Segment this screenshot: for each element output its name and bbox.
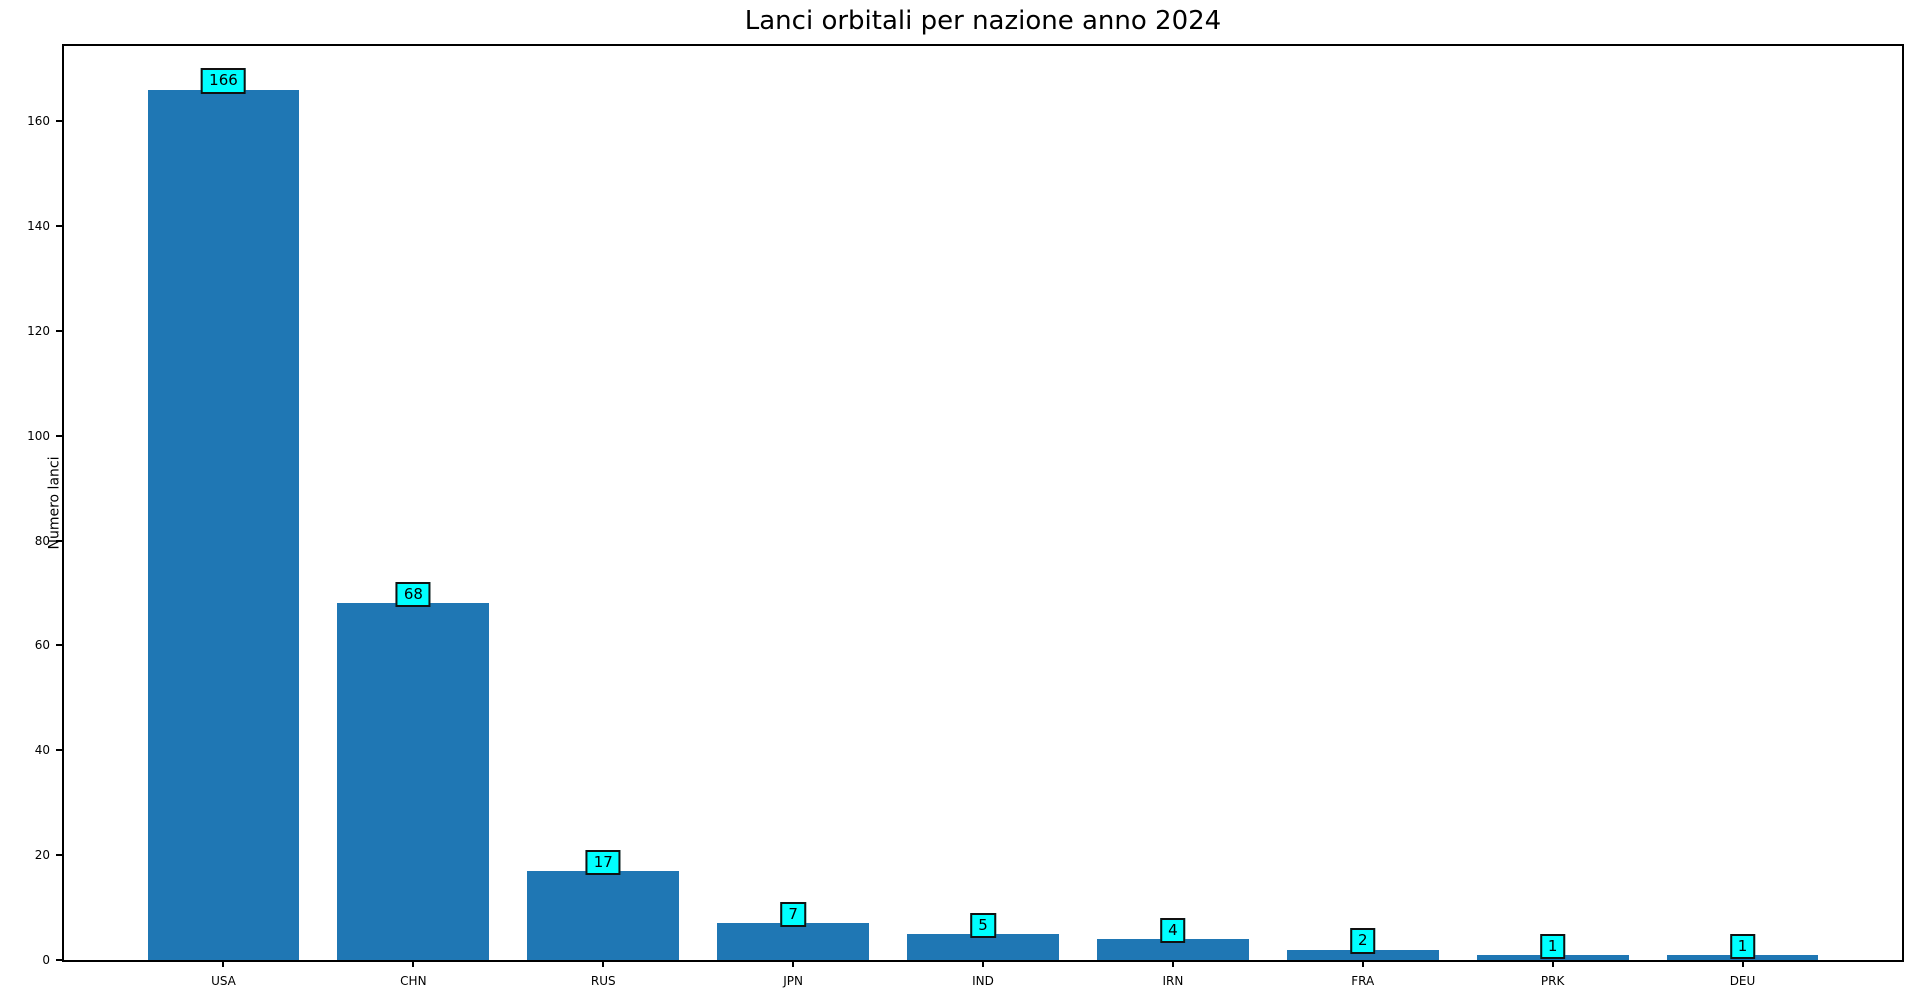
x-tick-mark [412,961,415,967]
bar-rus [527,870,680,960]
x-tick-mark [792,961,795,967]
x-tick-mark [1741,961,1744,967]
y-tick-mark [56,120,63,122]
y-tick-label: 140 [27,218,50,233]
y-tick-mark [56,749,63,752]
y-tick-mark [56,644,63,647]
y-tick-label: 0 [42,953,50,967]
bar-ind [907,933,1059,960]
bar-value-label-rus: 17 [585,849,621,875]
x-tick-mark [1551,961,1554,967]
bar-value-label-deu: 1 [1729,933,1756,959]
y-tick-mark [56,329,63,332]
y-tick-mark [56,224,63,227]
x-tick-label-irn: IRN [1162,974,1184,988]
y-tick-label: 160 [27,114,50,128]
y-tick-label: 80 [34,533,50,548]
bar-value-label-irn: 4 [1160,917,1186,944]
x-tick-label-jpn: JPN [783,974,803,988]
x-tick-label-chn: CHN [400,974,427,988]
bar-value-label-prk: 1 [1539,933,1566,959]
x-tick-label-rus: RUS [590,974,616,988]
x-tick-label-fra: FRA [1351,974,1375,988]
bar-irn [1096,939,1249,960]
x-tick-label-ind: IND [972,974,994,988]
y-tick-mark [56,539,63,542]
bar-value-label-usa: 166 [201,68,246,94]
bar-value-label-ind: 5 [970,912,996,938]
bar-jpn [717,923,870,960]
y-tick-label: 20 [34,848,50,863]
bar-fra [1286,949,1439,960]
y-tick-mark [56,854,63,857]
x-tick-mark [602,961,605,967]
y-tick-label: 120 [27,323,50,338]
x-tick-label-prk: PRK [1540,974,1565,988]
bar-value-label-jpn: 7 [780,902,806,928]
x-tick-mark [1361,961,1364,967]
x-tick-mark [222,961,225,967]
x-tick-label-deu: DEU [1729,974,1756,988]
y-tick-label: 100 [27,428,50,443]
bar-chn [337,603,490,960]
chart-title: Lanci orbitali per nazione anno 2024 [744,6,1222,36]
x-tick-mark [1171,961,1174,967]
bar-value-label-fra: 2 [1349,928,1376,954]
y-tick-label: 40 [34,743,50,758]
y-tick-mark [56,434,63,437]
bar-usa [147,89,300,960]
y-tick-label: 60 [34,638,50,653]
bar-value-label-chn: 68 [395,582,431,608]
y-tick-mark [56,959,63,961]
x-tick-label-usa: USA [211,974,236,988]
x-tick-mark [982,961,984,967]
plot-area: 0 20 40 60 80 100 120 140 160 USA 166 CHN 68 RUS 17 JPN… [27,44,1904,988]
